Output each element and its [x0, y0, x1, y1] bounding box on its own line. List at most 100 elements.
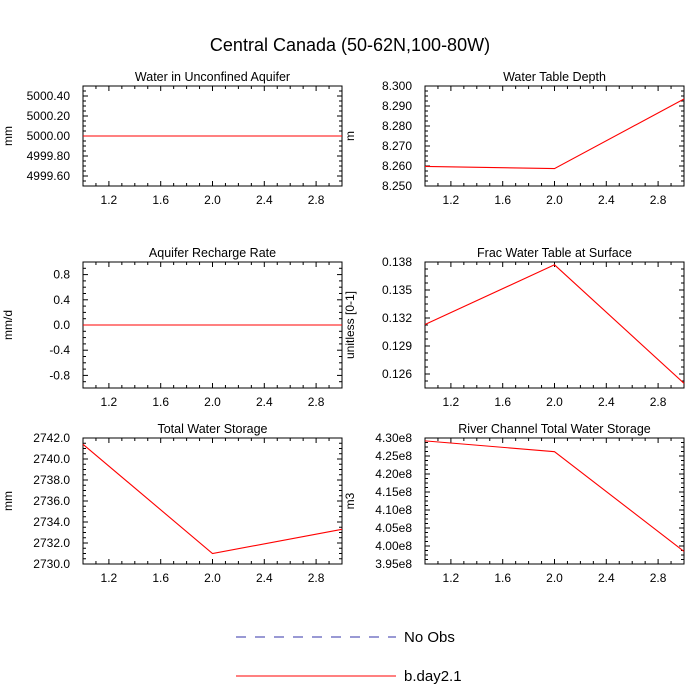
x-tick-label: 2.0 — [546, 193, 563, 207]
y-tick-label: 4.00e8 — [375, 539, 412, 553]
y-axis-label: m3 — [343, 492, 357, 509]
x-tick-label: 1.2 — [443, 193, 460, 207]
y-tick-label: 2732.0 — [33, 536, 70, 550]
y-axis-label: mm/d — [1, 310, 15, 340]
y-axis-label: mm — [1, 491, 15, 511]
x-tick-label: 2.8 — [650, 193, 667, 207]
x-tick-label: 2.4 — [598, 395, 615, 409]
panel-title: Water in Unconfined Aquifer — [135, 70, 290, 84]
x-tick-label: 2.0 — [546, 395, 563, 409]
panel-title: Frac Water Table at Surface — [477, 246, 632, 260]
x-tick-label: 2.8 — [308, 571, 325, 585]
y-tick-label: 0.4 — [53, 293, 70, 307]
plot-frame — [82, 437, 343, 565]
series-line-b.day2.1 — [82, 443, 343, 555]
x-tick-label: 1.2 — [101, 193, 118, 207]
x-tick-label: 2.8 — [308, 395, 325, 409]
x-tick-label: 1.6 — [152, 571, 169, 585]
figure-title: Central Canada (50-62N,100-80W) — [210, 35, 490, 55]
x-tick-label: 1.6 — [494, 395, 511, 409]
y-tick-label: 0.129 — [382, 339, 412, 353]
x-tick-label: 2.4 — [598, 571, 615, 585]
y-tick-label: 8.300 — [382, 79, 412, 93]
x-tick-label: 2.0 — [546, 571, 563, 585]
legend: No Obs b.day2.1 — [236, 629, 462, 685]
x-tick-label: 1.6 — [494, 193, 511, 207]
panel-2: Water Table Depth 1.2 1.6 2.0 2.4 2.8 8.250 8.2… — [343, 70, 685, 207]
plot-frame — [424, 261, 685, 389]
panel-3: Aquifer Recharge Rate 1.2 1.6 2.0 2.4 2.8 -0.8… — [1, 246, 343, 409]
y-tick-label: 2736.0 — [33, 494, 70, 508]
y-tick-label: -0.8 — [49, 368, 70, 382]
x-tick-label: 2.4 — [256, 193, 273, 207]
y-tick-label: 2740.0 — [33, 452, 70, 466]
panel-title: River Channel Total Water Storage — [458, 422, 651, 436]
y-tick-label: 2734.0 — [33, 515, 70, 529]
x-tick-label: 2.4 — [256, 571, 273, 585]
y-tick-label: 0.132 — [382, 311, 412, 325]
y-tick-label: 4.30e8 — [375, 431, 412, 445]
y-tick-label: 0.0 — [53, 318, 70, 332]
series-line-b.day2.1 — [424, 264, 685, 384]
panel-title: Total Water Storage — [157, 422, 267, 436]
panel-title: Water Table Depth — [503, 70, 606, 84]
y-tick-label: 5000.40 — [27, 89, 71, 103]
y-tick-label: 2738.0 — [33, 473, 70, 487]
x-tick-label: 2.0 — [204, 395, 221, 409]
legend-label: b.day2.1 — [404, 668, 462, 685]
panel-1: Water in Unconfined Aquifer 1.2 1.6 2.0 2.4 2… — [1, 70, 343, 207]
y-tick-label: 5000.20 — [27, 109, 71, 123]
panel-6: River Channel Total Water Storage 1.2 1.6 2… — [343, 422, 685, 585]
y-tick-label: 4.10e8 — [375, 503, 412, 517]
panel-4: Frac Water Table at Surface 1.2 1.6 2.0 2.4 2… — [343, 246, 685, 409]
y-tick-label: 4.15e8 — [375, 485, 412, 499]
y-tick-label: 8.290 — [382, 99, 412, 113]
legend-item-2: b.day2.1 — [236, 668, 462, 685]
x-tick-label: 2.8 — [650, 395, 667, 409]
y-tick-label: 8.280 — [382, 119, 412, 133]
y-tick-label: 4.20e8 — [375, 467, 412, 481]
y-tick-label: 5000.00 — [27, 129, 71, 143]
series-line-b.day2.1 — [424, 440, 685, 552]
y-axis-label: mm — [1, 126, 15, 146]
y-tick-label: 8.260 — [382, 159, 412, 173]
panel-title: Aquifer Recharge Rate — [149, 246, 276, 260]
y-tick-label: 4.25e8 — [375, 449, 412, 463]
x-tick-label: 2.0 — [204, 193, 221, 207]
y-tick-label: -0.4 — [49, 343, 70, 357]
y-tick-label: 0.135 — [382, 283, 412, 297]
x-tick-label: 1.2 — [101, 571, 118, 585]
y-tick-label: 3.95e8 — [375, 557, 412, 571]
panel-5: Total Water Storage 1.2 1.6 2.0 2.4 2.8 2730.0… — [1, 422, 343, 585]
y-tick-label: 0.8 — [53, 268, 70, 282]
plot-frame — [424, 437, 685, 565]
x-tick-label: 1.2 — [443, 571, 460, 585]
y-tick-label: 4999.60 — [27, 169, 71, 183]
x-tick-label: 2.4 — [598, 193, 615, 207]
x-tick-label: 1.2 — [101, 395, 118, 409]
x-tick-label: 2.4 — [256, 395, 273, 409]
legend-label: No Obs — [404, 629, 455, 646]
y-tick-label: 4.05e8 — [375, 521, 412, 535]
y-tick-label: 8.270 — [382, 139, 412, 153]
plot-frame — [424, 85, 685, 187]
y-tick-label: 0.126 — [382, 367, 412, 381]
y-tick-label: 4999.80 — [27, 149, 71, 163]
series-line-b.day2.1 — [424, 98, 685, 170]
y-axis-label: m — [343, 131, 357, 141]
x-tick-label: 1.6 — [494, 571, 511, 585]
y-axis-label: unitless [0-1] — [343, 291, 357, 359]
y-tick-label: 0.138 — [382, 255, 412, 269]
y-tick-label: 8.250 — [382, 179, 412, 193]
legend-item-1: No Obs — [236, 629, 455, 646]
x-tick-label: 1.2 — [443, 395, 460, 409]
x-tick-label: 1.6 — [152, 395, 169, 409]
x-tick-label: 1.6 — [152, 193, 169, 207]
x-tick-label: 2.8 — [308, 193, 325, 207]
y-tick-label: 2730.0 — [33, 557, 70, 571]
y-tick-label: 2742.0 — [33, 431, 70, 445]
x-tick-label: 2.8 — [650, 571, 667, 585]
panels: Water in Unconfined Aquifer 1.2 1.6 2.0 2.4 2… — [1, 70, 685, 585]
x-tick-label: 2.0 — [204, 571, 221, 585]
